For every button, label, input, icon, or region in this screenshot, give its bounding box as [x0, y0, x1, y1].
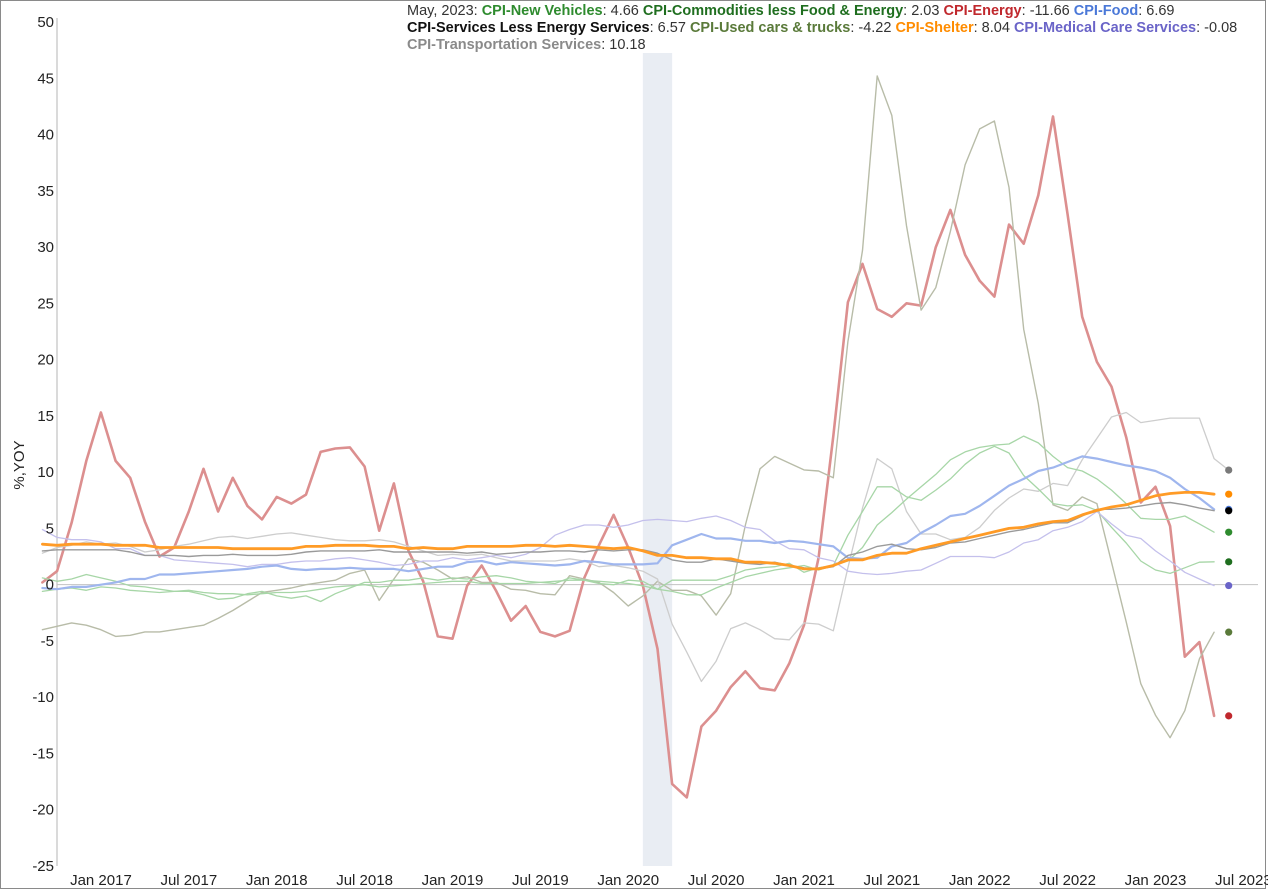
legend-item-value: : -4.22	[850, 20, 892, 36]
series-line-cpi-services-less-energy-services	[41, 501, 1215, 570]
x-tick-label: Jul 2021	[863, 872, 920, 889]
x-tick-label: Jan 2018	[246, 872, 308, 889]
x-tick-label: Jul 2017	[160, 872, 217, 889]
legend-item-name: CPI-Used cars & trucks	[689, 20, 851, 36]
x-tick-label: Jul 2023	[1215, 872, 1268, 889]
tick-labels-layer: -25 -20 -15 -10 -5 0 5 10 15 20 25 30 35 40 45 50 Jan 20…	[32, 14, 1268, 889]
legend-item: CPI-Medical Care Services: -0.08	[1014, 20, 1237, 36]
legend-item-name: CPI-Energy	[943, 3, 1022, 19]
x-tick-label: Jan 2019	[422, 872, 484, 889]
y-tick-label: -25	[32, 858, 54, 875]
legend-item-value: : 6.57	[649, 20, 686, 36]
end-marker-cpi-new-vehicles	[1225, 528, 1233, 536]
legend-item: CPI-Transportation Services: 10.18	[407, 37, 646, 53]
series-line-cpi-transportation-services	[41, 411, 1230, 683]
legend-item-value: : -0.08	[1196, 20, 1238, 36]
legend-item-value: : -11.66	[1021, 3, 1070, 19]
legend-item-name: CPI-Commodities less Food & Energy	[642, 3, 904, 19]
legend-item-value: : 8.04	[973, 20, 1010, 36]
x-tick-label: Jul 2022	[1039, 872, 1096, 889]
series-line-cpi-new-vehicles	[41, 435, 1215, 603]
y-tick-label: 45	[37, 70, 54, 87]
y-tick-label: 50	[37, 14, 54, 31]
x-tick-label: Jan 2022	[949, 872, 1011, 889]
legend-item: CPI-Services Less Energy Services: 6.57	[407, 20, 686, 36]
legend-item: CPI-Food: 6.69	[1074, 3, 1175, 19]
end-marker-cpi-used-cars-trucks	[1225, 628, 1233, 636]
legend-item-name: CPI-Medical Care Services	[1013, 20, 1197, 36]
y-tick-label: -10	[32, 689, 54, 706]
end-marker-cpi-transportation-services	[1225, 466, 1233, 474]
legend-item-name: CPI-Shelter	[895, 20, 974, 36]
legend-item-value: : 6.69	[1138, 3, 1175, 19]
legend-item: CPI-Used cars & trucks: -4.22	[690, 20, 891, 36]
y-tick-label: 20	[37, 352, 54, 369]
y-axis-label: %,YOY	[11, 440, 28, 489]
end-markers-layer	[1225, 466, 1233, 720]
legend-item: CPI-Commodities less Food & Energy: 2.03	[643, 3, 940, 19]
end-marker-cpi-energy	[1225, 712, 1233, 720]
y-tick-label: -15	[32, 745, 54, 762]
axes-layer	[56, 18, 1258, 866]
series-layer	[41, 75, 1230, 799]
end-marker-cpi-medical-care-services	[1225, 581, 1233, 590]
legend-date-label: May, 2023:	[407, 3, 478, 19]
end-marker-cpi-shelter	[1225, 490, 1233, 498]
legend-item: CPI-New Vehicles: 4.66	[482, 3, 639, 19]
chart-legend: May, 2023: CPI-New Vehicles: 4.66 CPI-Co…	[407, 3, 1247, 54]
end-marker-cpi-services-less-energy-services	[1225, 507, 1233, 515]
x-tick-label: Jan 2017	[70, 872, 132, 889]
legend-item-name: CPI-Food	[1073, 3, 1139, 19]
x-tick-label: Jan 2020	[597, 872, 659, 889]
legend-item: CPI-Energy: -11.66	[943, 3, 1069, 19]
legend-item-name: CPI-Services Less Energy Services	[407, 20, 650, 36]
legend-item-name: CPI-Transportation Services	[407, 37, 602, 53]
y-tick-label: 5	[46, 520, 54, 537]
legend-item-value: : 2.03	[903, 3, 940, 19]
legend-items: CPI-New Vehicles: 4.66 CPI-Commodities l…	[407, 3, 1237, 53]
legend-item: CPI-Shelter: 8.04	[895, 20, 1009, 36]
legend-item-name: CPI-New Vehicles	[481, 3, 603, 19]
y-tick-label: 10	[37, 464, 54, 481]
legend-item-value: : 4.66	[602, 3, 639, 19]
series-line-cpi-energy	[41, 115, 1216, 799]
end-marker-cpi-commodities-less-food-energy	[1225, 558, 1233, 566]
series-line-cpi-commodities-less-food-energy	[41, 445, 1215, 596]
series-line-cpi-shelter	[41, 490, 1216, 571]
y-tick-label: 35	[37, 183, 54, 200]
y-tick-label: -20	[32, 802, 54, 819]
x-tick-label: Jul 2018	[336, 872, 393, 889]
series-line-cpi-medical-care-services	[41, 510, 1215, 587]
x-tick-label: Jul 2020	[688, 872, 745, 889]
y-tick-label: 30	[37, 239, 54, 256]
y-tick-label: 15	[37, 408, 54, 425]
series-line-cpi-used-cars-trucks	[41, 75, 1215, 739]
y-tick-label: -5	[41, 633, 54, 650]
x-tick-label: Jan 2023	[1125, 872, 1187, 889]
x-tick-label: Jan 2021	[773, 872, 835, 889]
legend-item-value: : 10.18	[601, 37, 646, 53]
y-tick-label: 25	[37, 295, 54, 312]
y-tick-label: 0	[46, 577, 54, 594]
x-tick-label: Jul 2019	[512, 872, 569, 889]
series-line-cpi-food	[41, 455, 1216, 591]
y-tick-label: 40	[37, 127, 54, 144]
